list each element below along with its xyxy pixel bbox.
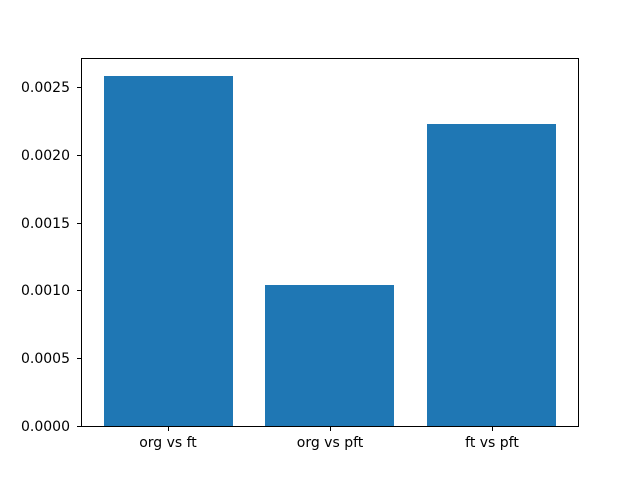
bar-ft-vs-pft xyxy=(427,124,556,427)
y-tick-label: 0.0000 xyxy=(21,419,70,435)
y-tick-label: 0.0020 xyxy=(21,148,70,164)
bar-org-vs-ft xyxy=(104,76,233,427)
bar-org-vs-pft xyxy=(265,285,394,427)
x-tick-mark xyxy=(168,427,169,431)
y-tick-mark xyxy=(77,155,81,156)
y-tick-mark xyxy=(77,358,81,359)
x-tick-label: org vs pft xyxy=(296,435,364,451)
y-tick-label: 0.0025 xyxy=(21,80,70,96)
y-tick-label: 0.0005 xyxy=(21,351,70,367)
y-tick-mark xyxy=(77,426,81,427)
y-tick-label: 0.0015 xyxy=(21,216,70,232)
x-tick-mark xyxy=(330,427,331,431)
x-tick-label: org vs ft xyxy=(139,435,197,451)
y-tick-label: 0.0010 xyxy=(21,283,70,299)
x-tick-label: ft vs pft xyxy=(465,435,519,451)
y-tick-mark xyxy=(77,223,81,224)
y-tick-mark xyxy=(77,290,81,291)
y-tick-mark xyxy=(77,87,81,88)
x-tick-mark xyxy=(492,427,493,431)
